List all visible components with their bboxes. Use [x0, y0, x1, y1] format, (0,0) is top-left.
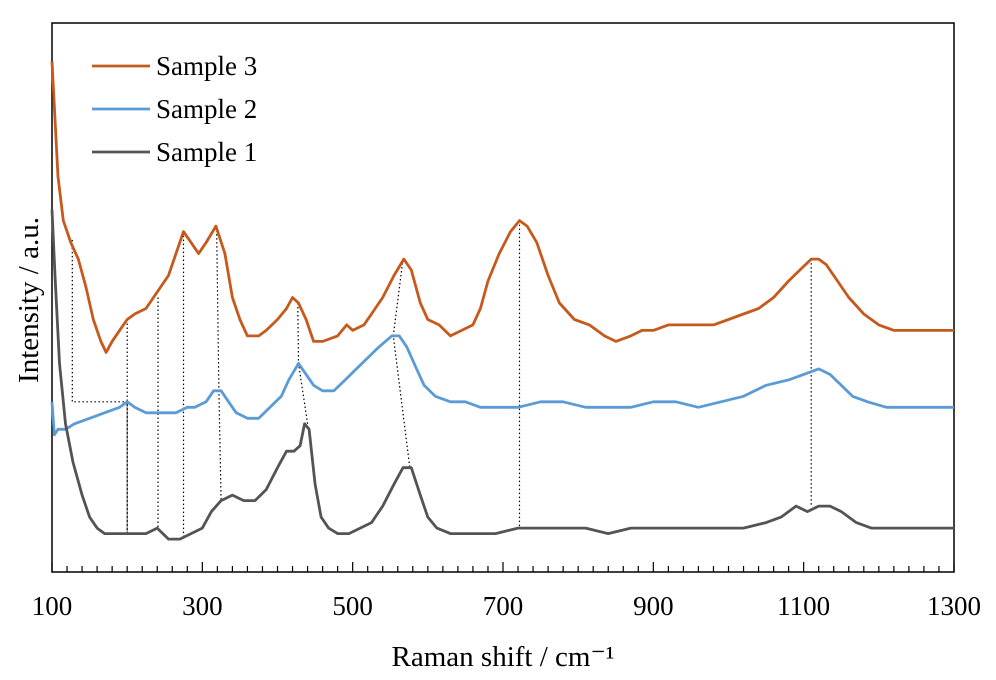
x-axis-title: Raman shift / cm⁻¹ [392, 641, 615, 673]
x-tick-label: 500 [332, 591, 373, 621]
peak-guide-line-5 [216, 226, 222, 501]
legend-label: Sample 2 [156, 94, 257, 124]
legend: Sample 3 Sample 2 Sample 1 [92, 51, 257, 167]
x-tick-label: 1100 [777, 591, 830, 621]
x-tick-label: 1300 [927, 591, 981, 621]
peak-guide-line-1 [71, 239, 128, 534]
series-line-2 [50, 334, 954, 437]
x-tick-label: 700 [483, 591, 524, 621]
peak-guide-lines [71, 220, 812, 540]
legend-label: Sample 3 [156, 51, 257, 81]
series-line-1 [50, 61, 954, 354]
peak-guide-line-7 [392, 259, 411, 468]
x-tick-label: 300 [182, 591, 223, 621]
series-line-3 [50, 209, 954, 541]
y-axis-title: Intensity / a.u. [13, 217, 45, 383]
x-tick-label: 900 [633, 591, 674, 621]
spectrum-lines [50, 61, 954, 541]
legend-label: Sample 1 [156, 137, 257, 167]
x-axis-ticks: 100 300 500 700 900 1100 1300 [32, 562, 981, 621]
x-tick-label: 100 [32, 591, 73, 621]
